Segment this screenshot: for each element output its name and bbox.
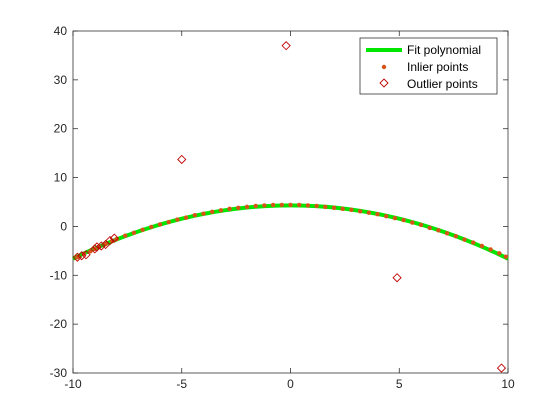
outlier-point	[281, 41, 291, 51]
inlier-point	[453, 234, 458, 239]
inlier-point	[218, 208, 224, 213]
inlier-point	[131, 230, 137, 235]
y-tick-label: 40	[54, 24, 68, 38]
x-axis-ticks: -10 -5 0 5 10	[64, 31, 515, 391]
inlier-point	[488, 247, 493, 252]
y-tick-label: 30	[54, 73, 68, 87]
y-tick-label: 0	[60, 219, 67, 233]
outlier-point	[496, 363, 507, 373]
inlier-point	[270, 202, 276, 208]
fit-polynomial-line	[72, 203, 509, 261]
fit-polynomial-series	[72, 203, 509, 261]
inlier-point	[392, 215, 398, 221]
inlier-point	[175, 217, 180, 222]
inlier-point	[349, 207, 354, 213]
legend-inlier-swatch	[381, 64, 387, 70]
inlier-point	[462, 237, 467, 242]
outlier-point	[392, 273, 402, 283]
inlier-point	[227, 206, 232, 212]
y-tick-label: -30	[50, 366, 68, 380]
inlier-point	[340, 206, 345, 212]
outlier-point	[72, 252, 82, 262]
outlier-points-series	[72, 41, 507, 373]
inlier-point	[503, 254, 509, 259]
x-tick-label: 0	[287, 377, 294, 391]
outlier-point	[81, 250, 91, 260]
inlier-point	[331, 205, 337, 211]
inlier-point	[418, 222, 424, 228]
inlier-point	[436, 228, 441, 233]
legend-outlier-label: Outlier points	[407, 77, 478, 91]
x-tick-label: 10	[501, 377, 515, 391]
y-tick-label: 10	[54, 171, 68, 185]
inlier-point	[149, 224, 154, 230]
inlier-point	[236, 205, 241, 211]
x-tick-label: -10	[64, 377, 82, 391]
outlier-point	[109, 233, 119, 243]
inlier-point	[305, 203, 311, 208]
inlier-point	[288, 202, 293, 208]
inlier-point	[366, 210, 371, 215]
inlier-point	[410, 220, 415, 225]
y-tick-label: -20	[50, 317, 68, 331]
inlier-point	[244, 204, 250, 210]
inlier-point	[357, 209, 363, 214]
legend-fit-label: Fit polynomial	[407, 43, 481, 57]
x-tick-label: 5	[396, 377, 403, 391]
inlier-point	[401, 217, 406, 223]
outlier-point	[90, 244, 100, 254]
inlier-point	[427, 225, 432, 231]
inlier-point	[253, 203, 258, 209]
legend-outlier-swatch	[379, 78, 389, 88]
inlier-point	[297, 202, 302, 208]
inlier-point	[323, 204, 328, 210]
inlier-point	[183, 215, 189, 220]
outlier-point	[96, 241, 106, 251]
legend: Fit polynomial Inlier points Outlier poi…	[359, 37, 498, 95]
legend-inlier-label: Inlier points	[407, 60, 468, 74]
inlier-point	[123, 233, 128, 238]
x-tick-label: -5	[176, 377, 187, 391]
inlier-point	[262, 203, 267, 208]
inlier-point	[279, 202, 284, 208]
y-tick-label: 20	[54, 122, 68, 136]
inlier-point	[192, 212, 197, 218]
outlier-point	[177, 154, 187, 165]
inlier-point	[314, 203, 319, 209]
y-axis-ticks: -30 -20 -10 0 10 20 30 40	[50, 24, 508, 380]
inlier-point	[375, 212, 380, 217]
inlier-point	[479, 243, 485, 249]
inlier-point	[444, 231, 450, 236]
inlier-point	[157, 222, 163, 227]
inlier-point	[471, 240, 476, 245]
inlier-point	[166, 219, 171, 225]
outlier-point	[105, 235, 115, 246]
y-tick-label: -10	[50, 268, 68, 282]
inlier-point	[497, 251, 502, 256]
inlier-point	[201, 211, 206, 216]
outlier-point	[77, 251, 87, 261]
inlier-point	[210, 209, 215, 214]
inlier-point	[384, 213, 389, 219]
outlier-point	[92, 242, 102, 252]
inlier-point	[140, 227, 145, 233]
